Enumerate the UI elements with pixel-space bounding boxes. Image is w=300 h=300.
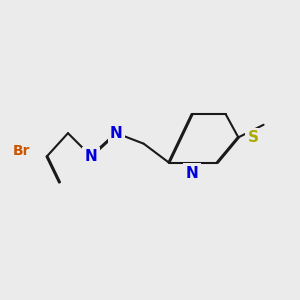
Text: Br: Br [13,144,31,158]
Text: S: S [248,130,259,145]
Text: N: N [110,126,123,141]
Text: N: N [186,166,198,181]
Text: N: N [85,149,98,164]
